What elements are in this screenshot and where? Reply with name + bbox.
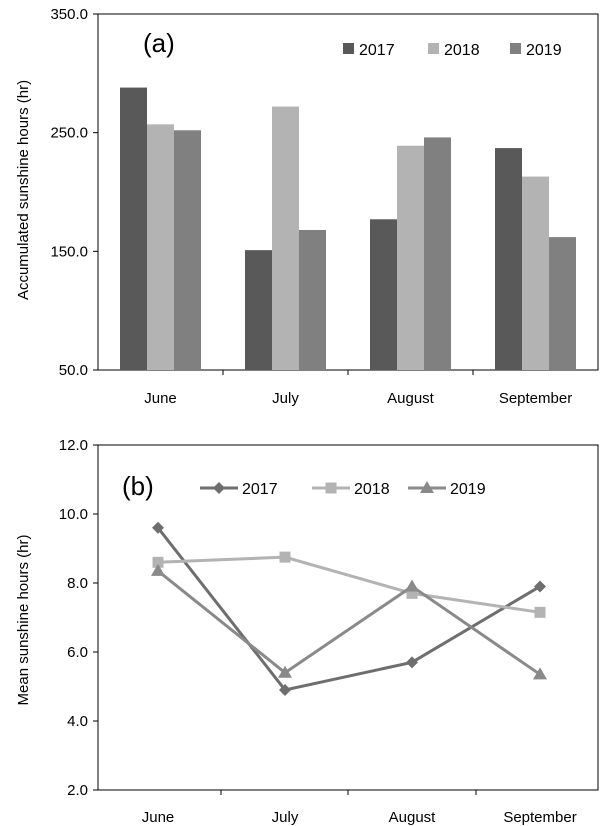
- panel-a-label: (a): [143, 28, 175, 58]
- line-chart-y-tick-label: 6.0: [67, 644, 88, 661]
- line-chart-x-tick-label-july: July: [272, 809, 299, 826]
- bar-chart-y-tick-label: 150.0: [50, 243, 88, 260]
- bar-june-2019: [174, 130, 201, 370]
- bar-chart-x-tick-label-august: August: [387, 390, 435, 407]
- bar-august-2018: [397, 145, 424, 370]
- line-point-2018-august: [406, 587, 418, 599]
- bar-july-2017: [245, 250, 272, 370]
- line-chart-panel: (b) Mean sunshine hours (hr) 2017 2018 201…: [15, 437, 599, 826]
- line-point-2017-august: [406, 656, 418, 669]
- line-chart-y-tick-label: 8.0: [67, 575, 88, 592]
- bar-legend-label-2018: 2018: [444, 42, 480, 59]
- line-chart-y-axis-label: Mean sunshine hours (hr): [15, 535, 32, 706]
- bar-chart-y-tick-label: 250.0: [50, 125, 88, 142]
- line-series-2017: [156, 526, 541, 692]
- line-legend-marker-2018: [325, 482, 337, 494]
- bar-chart-y-tick-label: 350.0: [50, 6, 88, 23]
- bar-july-2019: [299, 229, 326, 370]
- line-point-2018-july: [279, 551, 291, 563]
- line-point-2019-august: [405, 579, 419, 592]
- bar-chart-x-tick-label-july: July: [272, 390, 299, 407]
- bar-june-2017: [120, 87, 147, 370]
- line-point-2018-september: [534, 606, 546, 618]
- line-point-2017-september: [534, 580, 546, 593]
- bar-august-2019: [424, 137, 451, 370]
- bar-chart-x-tick-label-june: June: [144, 390, 177, 407]
- line-chart-y-tick-label: 10.0: [59, 506, 88, 523]
- line-chart-y-tick-label: 2.0: [67, 782, 88, 799]
- line-chart-x-tick-label-june: June: [142, 809, 175, 826]
- bar-july-2018: [272, 106, 299, 370]
- line-point-2017-june: [152, 521, 164, 534]
- line-point-2019-september: [533, 667, 547, 680]
- bar-september-2017: [495, 148, 522, 370]
- bar-chart-panel: (a) Accumulated sunshine hours (hr) 2017…: [15, 6, 599, 407]
- line-series-2018: [157, 555, 541, 614]
- line-chart-plot-frame: [97, 444, 599, 791]
- bar-legend-label-2019: 2019: [526, 42, 562, 59]
- line-legend-label-2019: 2019: [450, 481, 486, 498]
- line-chart-x-tick-label-september: September: [503, 809, 576, 826]
- line-chart-y-tick-label: 12.0: [59, 437, 88, 454]
- line-chart-x-tick-label-august: August: [389, 809, 437, 826]
- line-legend-label-2017: 2017: [242, 481, 278, 498]
- bar-chart-y-axis-label: Accumulated sunshine hours (hr): [15, 80, 32, 300]
- bar-september-2018: [522, 176, 549, 370]
- line-legend-label-2018: 2018: [354, 481, 390, 498]
- bar-september-2019: [549, 237, 576, 370]
- line-chart-y-tick-label: 4.0: [67, 713, 88, 730]
- bar-chart-y-tick-label: 50.0: [59, 362, 88, 379]
- line-legend-marker-2017: [213, 482, 225, 494]
- bar-chart-x-tick-label-september: September: [499, 390, 572, 407]
- bar-legend-label-2017: 2017: [359, 42, 395, 59]
- line-chart-legend: 2017 2018 2019: [200, 481, 486, 498]
- bar-legend-swatch-2018: [428, 43, 439, 54]
- bar-chart-legend: 2017 2018 2019: [343, 42, 562, 59]
- bar-august-2017: [370, 219, 397, 370]
- line-point-2019-july: [278, 665, 292, 678]
- line-point-2019-june: [151, 563, 165, 576]
- bar-legend-swatch-2017: [343, 43, 354, 54]
- panel-b-label: (b): [122, 471, 154, 501]
- line-point-2018-june: [152, 556, 164, 568]
- bar-legend-swatch-2019: [510, 43, 521, 54]
- bar-june-2018: [147, 124, 174, 370]
- line-point-2017-july: [279, 683, 291, 696]
- line-series-2019: [157, 569, 541, 676]
- line-legend-marker-2019: [420, 481, 434, 493]
